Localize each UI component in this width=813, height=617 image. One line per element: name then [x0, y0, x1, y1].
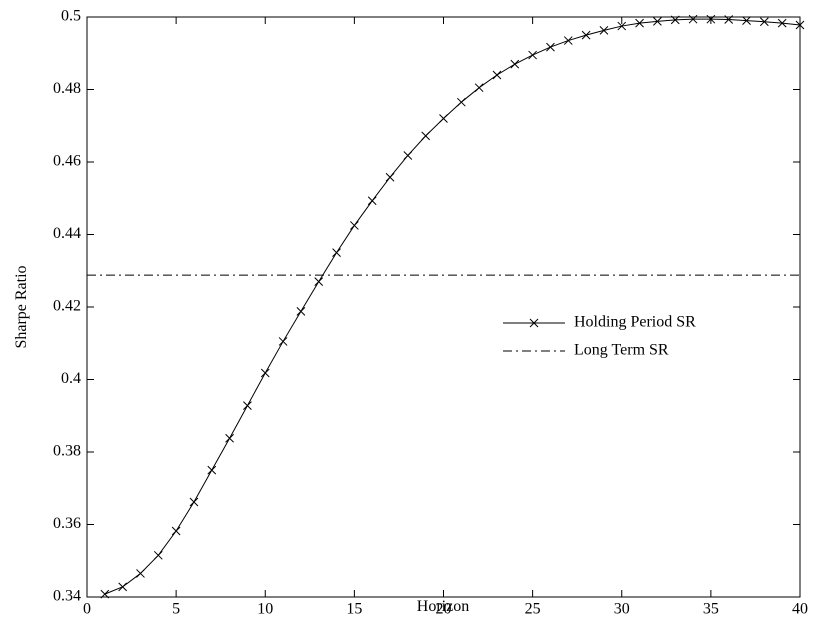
marker: [225, 433, 234, 443]
marker: [492, 70, 502, 80]
legend-label: Long Term SR: [574, 342, 669, 359]
marker: [189, 497, 199, 507]
marker: [456, 97, 466, 107]
marker: [795, 20, 805, 30]
marker: [367, 196, 377, 206]
marker: [439, 114, 448, 123]
y-tick-label: 0.42: [53, 298, 81, 315]
marker: [474, 83, 484, 93]
y-tick-label: 0.46: [53, 153, 81, 170]
marker: [688, 14, 698, 24]
marker: [510, 59, 520, 69]
marker: [617, 21, 627, 31]
marker: [207, 465, 217, 475]
series-line: [104, 18, 801, 595]
x-tick-label: 40: [792, 600, 808, 617]
marker: [528, 50, 537, 60]
y-tick-label: 0.34: [53, 588, 81, 605]
marker: [243, 401, 252, 410]
marker: [777, 18, 787, 28]
x-tick-label: 25: [525, 600, 541, 617]
x-tick-label: 15: [346, 600, 362, 617]
y-tick-label: 0.48: [53, 80, 81, 97]
marker: [260, 368, 270, 378]
marker: [403, 151, 413, 160]
x-tick-label: 20: [436, 600, 452, 617]
y-tick-label: 0.4: [61, 370, 81, 387]
marker: [296, 306, 306, 316]
y-axis-label: Sharpe Ratio: [13, 265, 30, 348]
marker: [385, 172, 395, 182]
marker: [350, 221, 359, 230]
marker: [153, 550, 163, 560]
marker: [581, 30, 591, 40]
y-tick-label: 0.38: [53, 443, 81, 460]
marker: [278, 337, 288, 346]
marker: [118, 582, 128, 592]
legend-marker: [529, 318, 539, 328]
marker: [421, 131, 431, 141]
marker: [563, 36, 573, 45]
x-tick-label: 30: [614, 600, 630, 617]
marker: [635, 18, 644, 28]
marker: [171, 526, 181, 536]
x-tick-label: 0: [83, 600, 91, 617]
x-tick-label: 10: [257, 600, 273, 617]
marker: [742, 16, 751, 25]
marker: [759, 17, 769, 27]
marker: [546, 42, 555, 52]
marker: [100, 589, 110, 599]
y-tick-label: 0.36: [53, 515, 81, 532]
x-axis-label: Horizon: [417, 598, 469, 615]
marker: [653, 16, 662, 26]
marker: [724, 15, 734, 24]
legend-label: Holding Period SR: [574, 314, 696, 331]
marker: [136, 569, 145, 578]
marker: [599, 26, 609, 35]
y-tick-label: 0.44: [53, 225, 81, 242]
x-tick-label: 5: [172, 600, 180, 617]
x-tick-label: 35: [703, 600, 719, 617]
marker: [332, 248, 341, 257]
marker: [314, 277, 324, 286]
marker: [706, 14, 716, 24]
marker: [670, 15, 680, 25]
y-tick-label: 0.5: [61, 8, 81, 25]
